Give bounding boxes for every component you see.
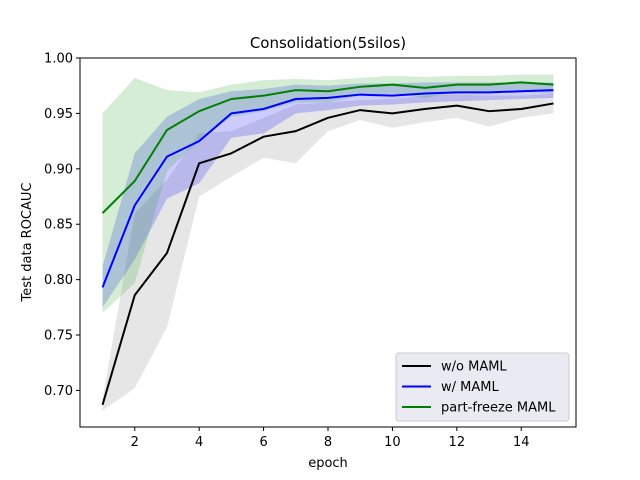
x-axis-ticks: 2 4 6 8 10 12 14 — [131, 427, 530, 450]
legend: w/o MAML w/ MAML part-freeze MAML — [395, 352, 570, 422]
band-series-1 — [102, 93, 554, 411]
legend-box — [395, 352, 570, 422]
legend-items: w/o MAML w/ MAML part-freeze MAML — [402, 360, 556, 416]
confidence-bands — [102, 74, 554, 411]
chart-title: Consolidation(5silos) — [250, 34, 406, 52]
series-lines — [101, 81, 554, 406]
x-tick-label: 8 — [324, 435, 332, 450]
y-tick-label: 0.80 — [44, 273, 73, 288]
line-series-3 — [101, 81, 554, 214]
line-series-1 — [101, 102, 554, 406]
x-tick-label: 12 — [449, 435, 466, 450]
x-tick-label: 10 — [384, 435, 401, 450]
x-tick-label: 4 — [195, 435, 203, 450]
band-series-3 — [102, 74, 554, 313]
x-tick-label: 14 — [513, 435, 530, 450]
line-series-2 — [101, 89, 554, 288]
legend-label-1: w/o MAML — [441, 360, 507, 375]
y-tick-label: 0.70 — [44, 384, 73, 399]
band-series-2 — [102, 82, 554, 308]
x-tick-label: 2 — [131, 435, 139, 450]
y-tick-label: 0.85 — [44, 218, 73, 233]
legend-label-3: part-freeze MAML — [441, 401, 556, 416]
y-tick-label: 0.95 — [44, 107, 73, 122]
y-axis-label: Test data ROCAUC — [20, 183, 35, 303]
y-tick-label: 1.00 — [44, 52, 73, 67]
x-axis-label: epoch — [308, 456, 348, 471]
y-axis-ticks: 0.70 0.75 0.80 0.85 0.90 0.95 1.00 — [44, 52, 80, 399]
x-tick-label: 6 — [259, 435, 267, 450]
y-tick-label: 0.90 — [44, 162, 73, 177]
legend-label-2: w/ MAML — [441, 380, 499, 395]
y-tick-label: 0.75 — [44, 329, 73, 344]
